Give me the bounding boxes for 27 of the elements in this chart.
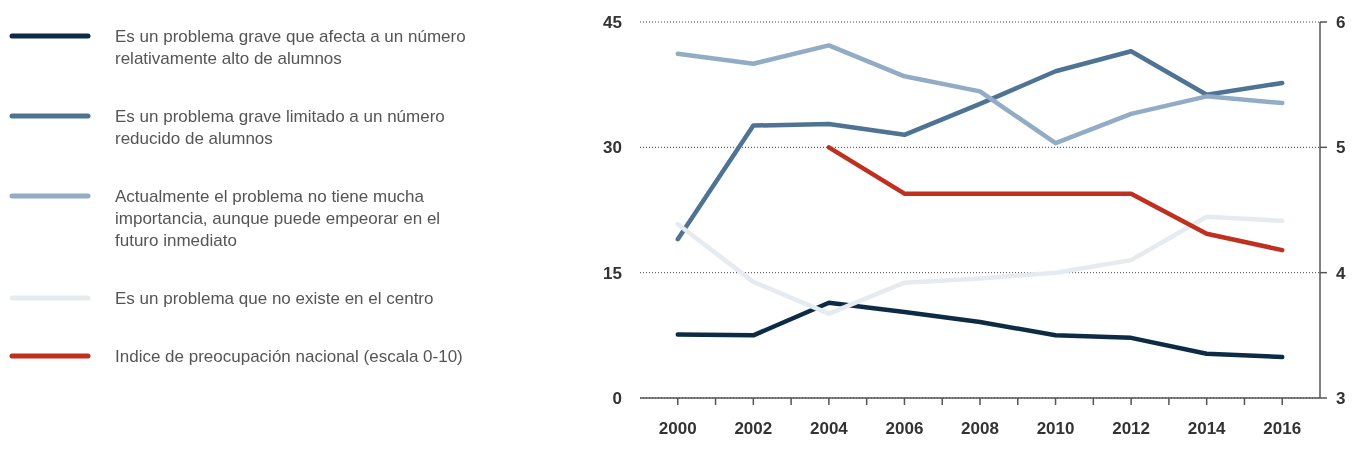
x-tick-label: 2010 (1036, 419, 1075, 438)
x-tick-label: 2002 (734, 419, 773, 438)
y2-tick-label: 5 (1336, 138, 1346, 158)
legend-label: Es un problema grave limitado a un número reducido de alumnos (115, 107, 445, 148)
y-tick-label: 45 (603, 13, 622, 32)
legend-label: Es un problema que no existe en el centro (115, 289, 434, 308)
y-tick-label: 15 (603, 263, 622, 283)
line-series (675, 300, 1285, 360)
legend-label: Es un problema grave que afecta a un número relativamente alto de alumnos (115, 27, 466, 68)
x-tick-label: 2000 (658, 419, 697, 438)
y2-tick-label: 3 (1336, 389, 1346, 408)
y2-tick-label: 6 (1336, 13, 1346, 32)
x-tick-label: 2004 (809, 419, 849, 438)
line-series (675, 48, 1285, 242)
legend-label: Actualmente el problema no tiene mucha importancia, aunque puede empeorar en el futuro inmediato (115, 187, 441, 250)
line-series (675, 214, 1285, 316)
line-series (826, 145, 1285, 253)
x-tick-label: 2012 (1112, 419, 1151, 438)
legend-label: Indice de preocupación nacional (escala 0-10) (115, 347, 463, 366)
x-tick-label: 2016 (1263, 419, 1302, 438)
y2-tick-label: 4 (1336, 263, 1346, 283)
y-tick-label: 0 (612, 389, 622, 408)
line-series (675, 43, 1285, 146)
x-tick-label: 2008 (961, 419, 999, 438)
y-tick-label: 30 (603, 138, 622, 158)
x-tick-label: 2014 (1187, 419, 1227, 438)
x-tick-label: 2006 (885, 419, 924, 438)
